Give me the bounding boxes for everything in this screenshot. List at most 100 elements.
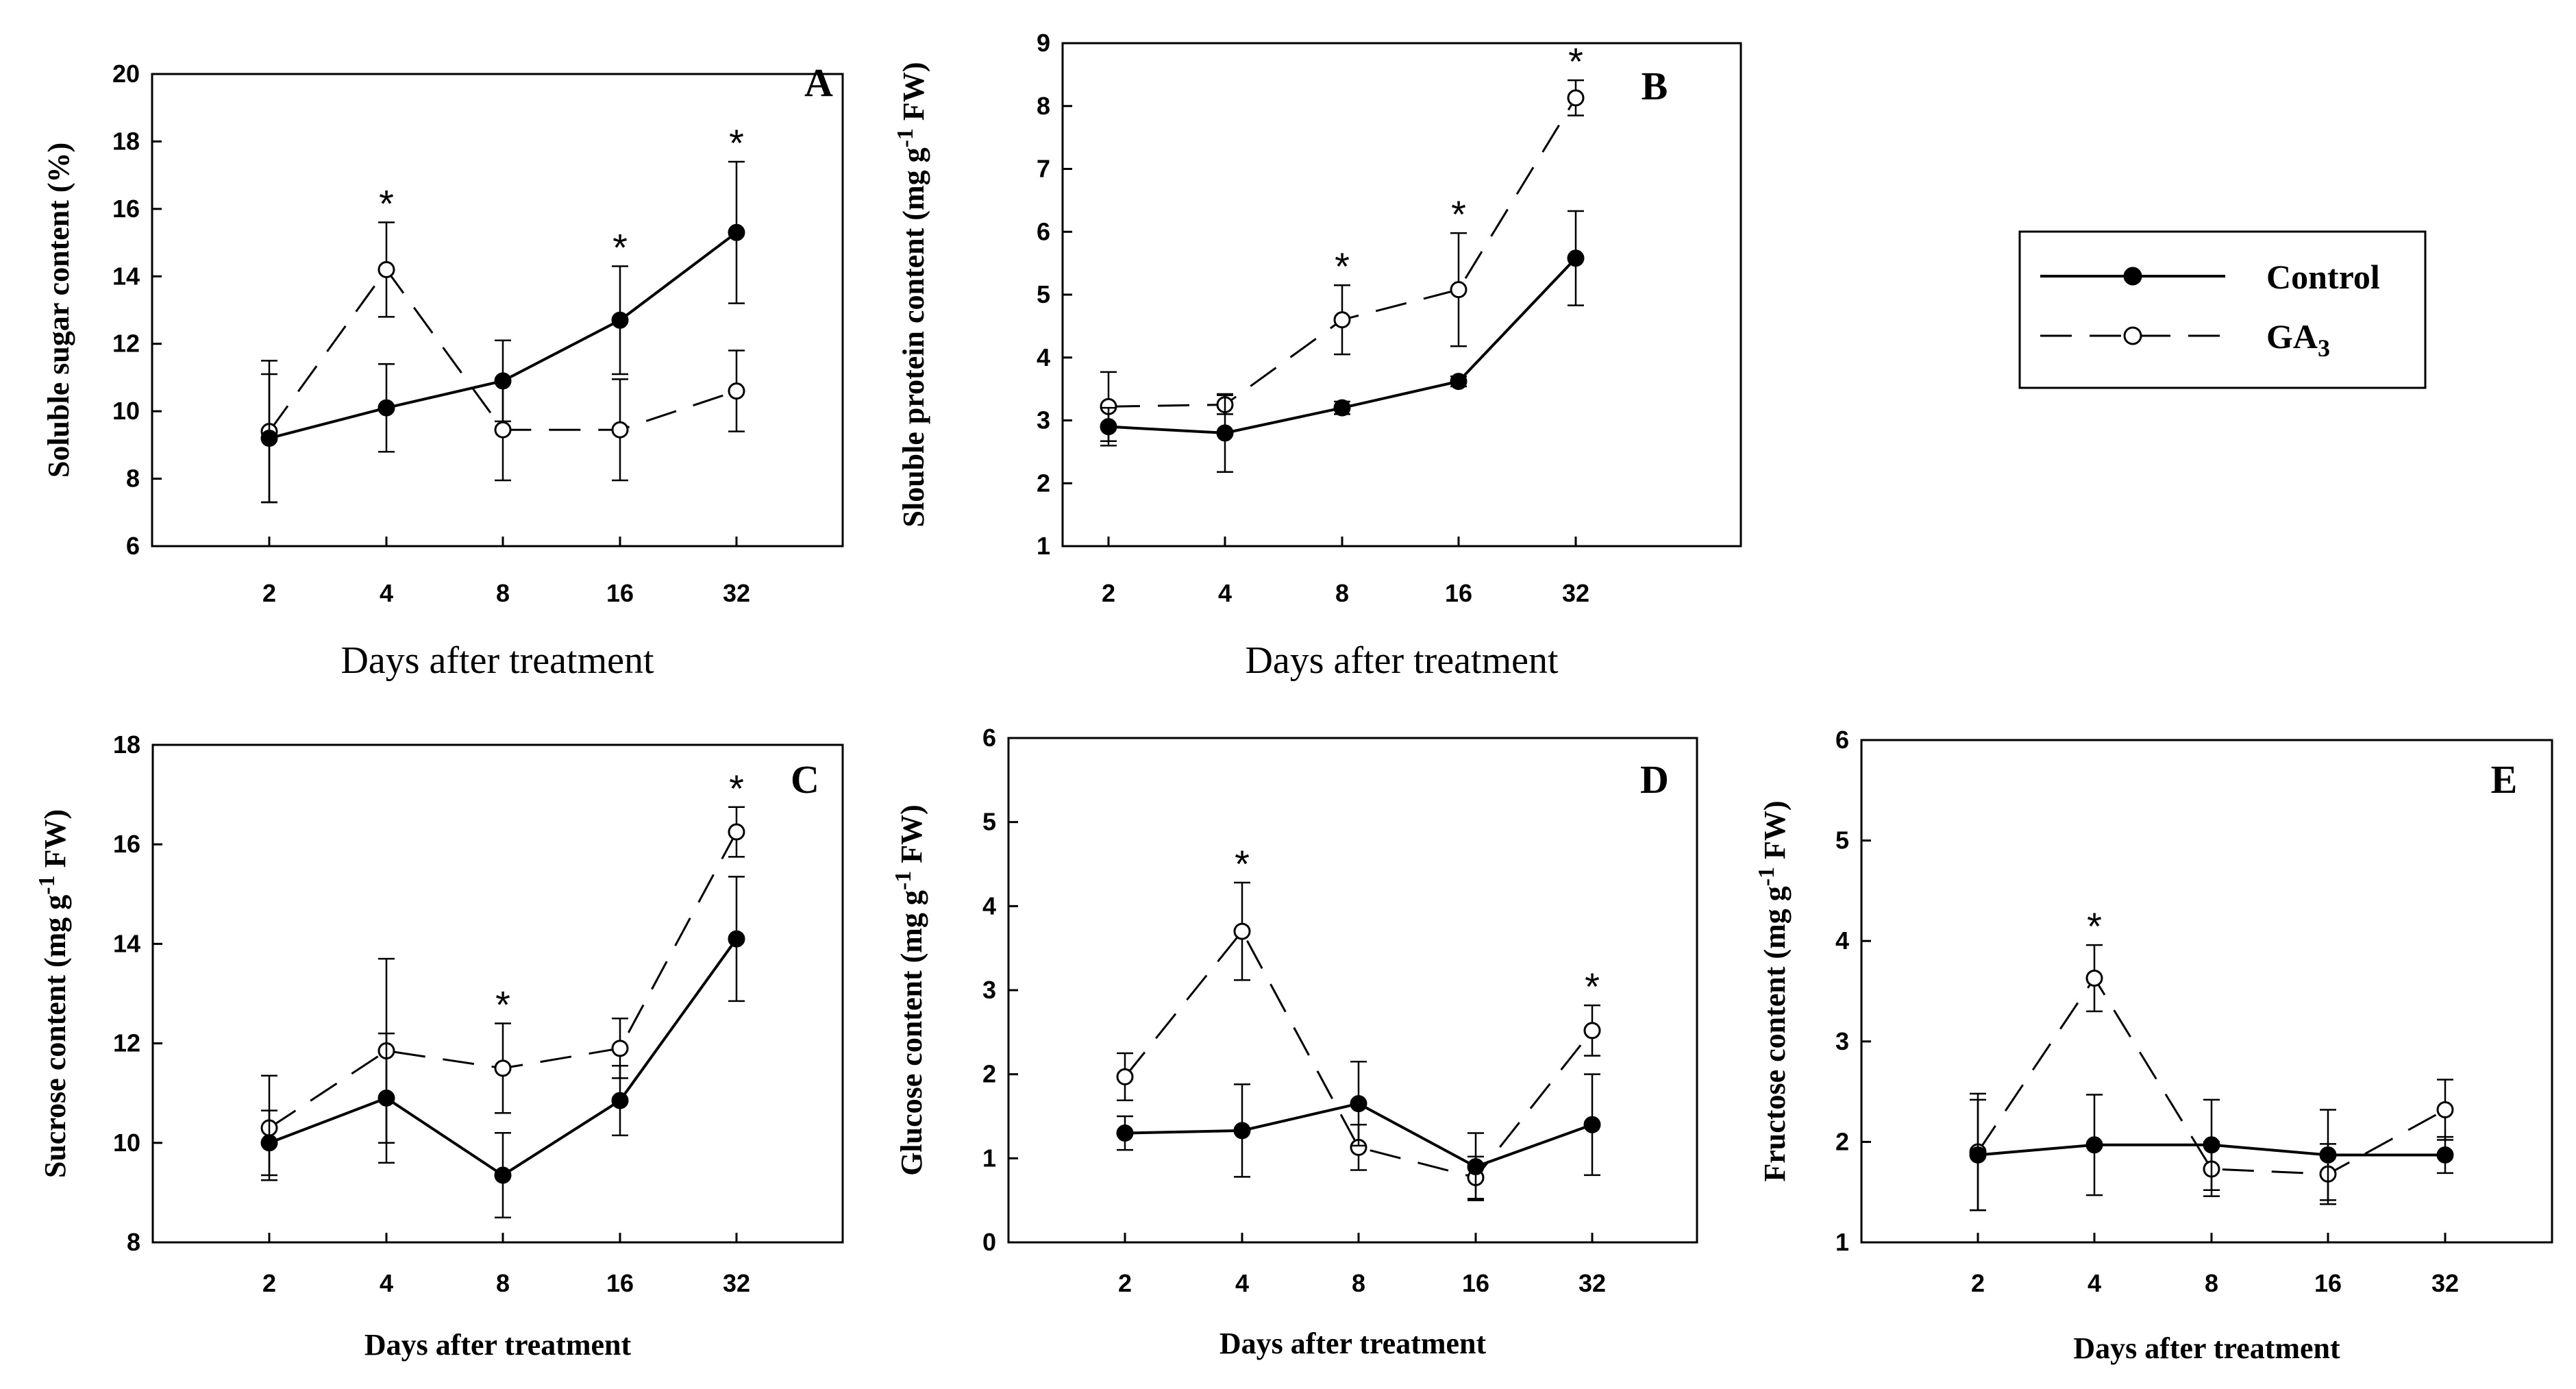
panel-d-ytick-label: 3 — [982, 976, 996, 1004]
panel-c-ytick-label: 12 — [113, 1029, 140, 1057]
panel-d-ga3-point — [1583, 1022, 1601, 1040]
panel-c-xtick-label: 8 — [496, 1269, 510, 1297]
panel-e-control-point — [2203, 1136, 2220, 1154]
panel-d-xtick-label: 4 — [1235, 1269, 1249, 1297]
legend-control-label: Control — [2266, 258, 2380, 296]
panel-a-ga3-point — [494, 421, 512, 439]
panel-b-significance-star: * — [1335, 245, 1350, 288]
panel-c-ylabel: Sucrose content (mg g-1 FW) — [34, 809, 72, 1178]
panel-c-xtick-label: 32 — [723, 1269, 750, 1297]
panel-b-ytick-label: 2 — [1037, 469, 1050, 497]
panel-b-ytick-label: 1 — [1037, 532, 1050, 560]
panel-b-significance-star: * — [1451, 193, 1466, 236]
panel-a-control-point — [494, 372, 512, 390]
panel-c-ga3-point — [728, 823, 745, 841]
panel-d-xtick-label: 2 — [1118, 1269, 1132, 1297]
panel-a-ylabel: Soluble sugar content (%) — [42, 143, 75, 478]
panel-a-ytick-label: 12 — [112, 330, 140, 358]
panel-b-ytick-label: 3 — [1037, 406, 1050, 434]
panel-e-ytick-label: 2 — [1835, 1127, 1849, 1155]
panel-a-xtick-label: 32 — [723, 579, 750, 607]
panel-c-xtick-label: 2 — [262, 1269, 276, 1297]
panel-c-control-point — [260, 1134, 278, 1152]
panel-e-control-point — [1969, 1146, 1987, 1164]
panel-e-ga3-line — [1977, 976, 2446, 1175]
panel-e-control-point — [2085, 1136, 2103, 1154]
panel-b-xtick-label: 32 — [1562, 579, 1589, 607]
panel-a-ytick-label: 10 — [112, 397, 140, 425]
legend-control-marker — [2123, 267, 2142, 286]
panel-c-ytick-label: 14 — [113, 929, 140, 957]
panel-e-ytick-label: 5 — [1835, 826, 1849, 855]
panel-b-frame — [1061, 42, 1742, 548]
panel-b-ytick-label: 7 — [1037, 155, 1050, 183]
panel-a-significance-star: * — [379, 182, 394, 225]
panel-c-control-point — [728, 930, 745, 948]
panel-c-significance-star: * — [495, 983, 510, 1027]
panel-b-xtick-label: 16 — [1445, 579, 1472, 607]
panel-d-ylabel: Glucose content (mg g-1 FW) — [891, 804, 928, 1176]
panel-e: 1 2 3 4 5 6 2 4 8 16 32 Days after treatment Fructos… — [1754, 726, 2553, 1365]
panel-b-ylabel: Slouble protein content (mg g-1 FW) — [893, 62, 930, 528]
panel-e-frame — [1860, 739, 2553, 1244]
panel-a-ytick-label: 8 — [126, 465, 140, 493]
panel-e-significance-star: * — [2087, 905, 2102, 948]
legend-ga3-label: GA3 — [2266, 317, 2330, 362]
panel-a-ga3-point — [377, 260, 395, 278]
panel-a-frame — [151, 73, 844, 548]
panel-e-xtick-label: 4 — [2088, 1269, 2101, 1297]
panel-d-control-point — [1583, 1116, 1601, 1133]
panel-a-ga3-point — [728, 382, 745, 400]
panel-d-ga3-point — [1116, 1068, 1134, 1085]
panel-d-control-point — [1350, 1095, 1367, 1113]
panel-e-xtick-label: 2 — [1971, 1269, 1985, 1297]
panel-e-letter: E — [2491, 757, 2518, 802]
panel-a-significance-star: * — [729, 121, 744, 164]
panel-c-ytick-label: 8 — [127, 1228, 140, 1256]
panel-c-xtick-label: 4 — [380, 1269, 393, 1297]
panel-e-ytick-label: 6 — [1835, 726, 1849, 754]
panel-a-xtick-label: 2 — [262, 579, 276, 607]
panel-a-xtick-label: 8 — [496, 579, 510, 607]
panel-e-ytick-label: 3 — [1835, 1027, 1849, 1055]
panel-c-ga3-point — [611, 1040, 629, 1057]
panel-b: 1 2 3 4 5 6 7 8 9 2 4 8 16 32 Days after treatment Slou… — [893, 29, 1742, 682]
panel-b-xtick-label: 4 — [1218, 579, 1232, 607]
panel-d-ga3-point — [1233, 922, 1251, 940]
panel-b-ga3-point — [1450, 281, 1467, 299]
panel-a-ga3-point — [611, 421, 629, 439]
panel-b-control-point — [1100, 418, 1117, 436]
panel-c-control-point — [611, 1092, 629, 1109]
panel-b-control-point — [1567, 249, 1585, 267]
panel-d-significance-star: * — [1235, 842, 1250, 885]
panel-e-ytick-label: 4 — [1835, 926, 1849, 955]
panel-d-control-point — [1233, 1122, 1251, 1140]
panel-e-ylabel: Fructose content (mg g-1 FW) — [1754, 800, 1792, 1181]
panel-c-ytick-label: 16 — [113, 830, 140, 858]
panel-a-ytick-label: 18 — [112, 127, 140, 155]
panel-e-xtick-label: 8 — [2205, 1269, 2218, 1297]
panel-d-ytick-label: 0 — [982, 1228, 996, 1256]
panel-a-xtick-label: 16 — [606, 579, 634, 607]
panel-d-significance-star: * — [1585, 965, 1600, 1008]
panel-c-xtick-label: 16 — [606, 1269, 634, 1297]
panel-a: 6 8 10 12 14 16 18 20 2 4 8 16 32 Days after treatmen… — [42, 60, 844, 682]
panel-e-control-point — [2436, 1146, 2454, 1164]
panel-c-significance-star: * — [729, 767, 744, 810]
panel-e-xtick-label: 32 — [2431, 1269, 2459, 1297]
panel-a-control-point — [260, 430, 278, 447]
panel-a-ytick-label: 14 — [112, 262, 140, 290]
panel-d-ytick-label: 2 — [982, 1060, 996, 1088]
panel-a-significance-star: * — [612, 226, 628, 269]
panel-c-frame — [151, 743, 844, 1244]
panel-d: 0 1 2 3 4 5 6 2 4 8 16 32 Days after treatment Glucos… — [891, 724, 1698, 1360]
legend-entry-control: Control — [2040, 258, 2380, 296]
legend: Control GA3 — [2018, 230, 2427, 389]
panel-c-letter: C — [791, 757, 819, 802]
panel-c-ga3-point — [494, 1059, 512, 1077]
panel-d-xlabel: Days after treatment — [1219, 1327, 1487, 1360]
panel-c-ytick-label: 18 — [113, 730, 140, 759]
panel-b-xlabel: Days after treatment — [1245, 639, 1559, 682]
panel-a-control-point — [377, 399, 395, 417]
